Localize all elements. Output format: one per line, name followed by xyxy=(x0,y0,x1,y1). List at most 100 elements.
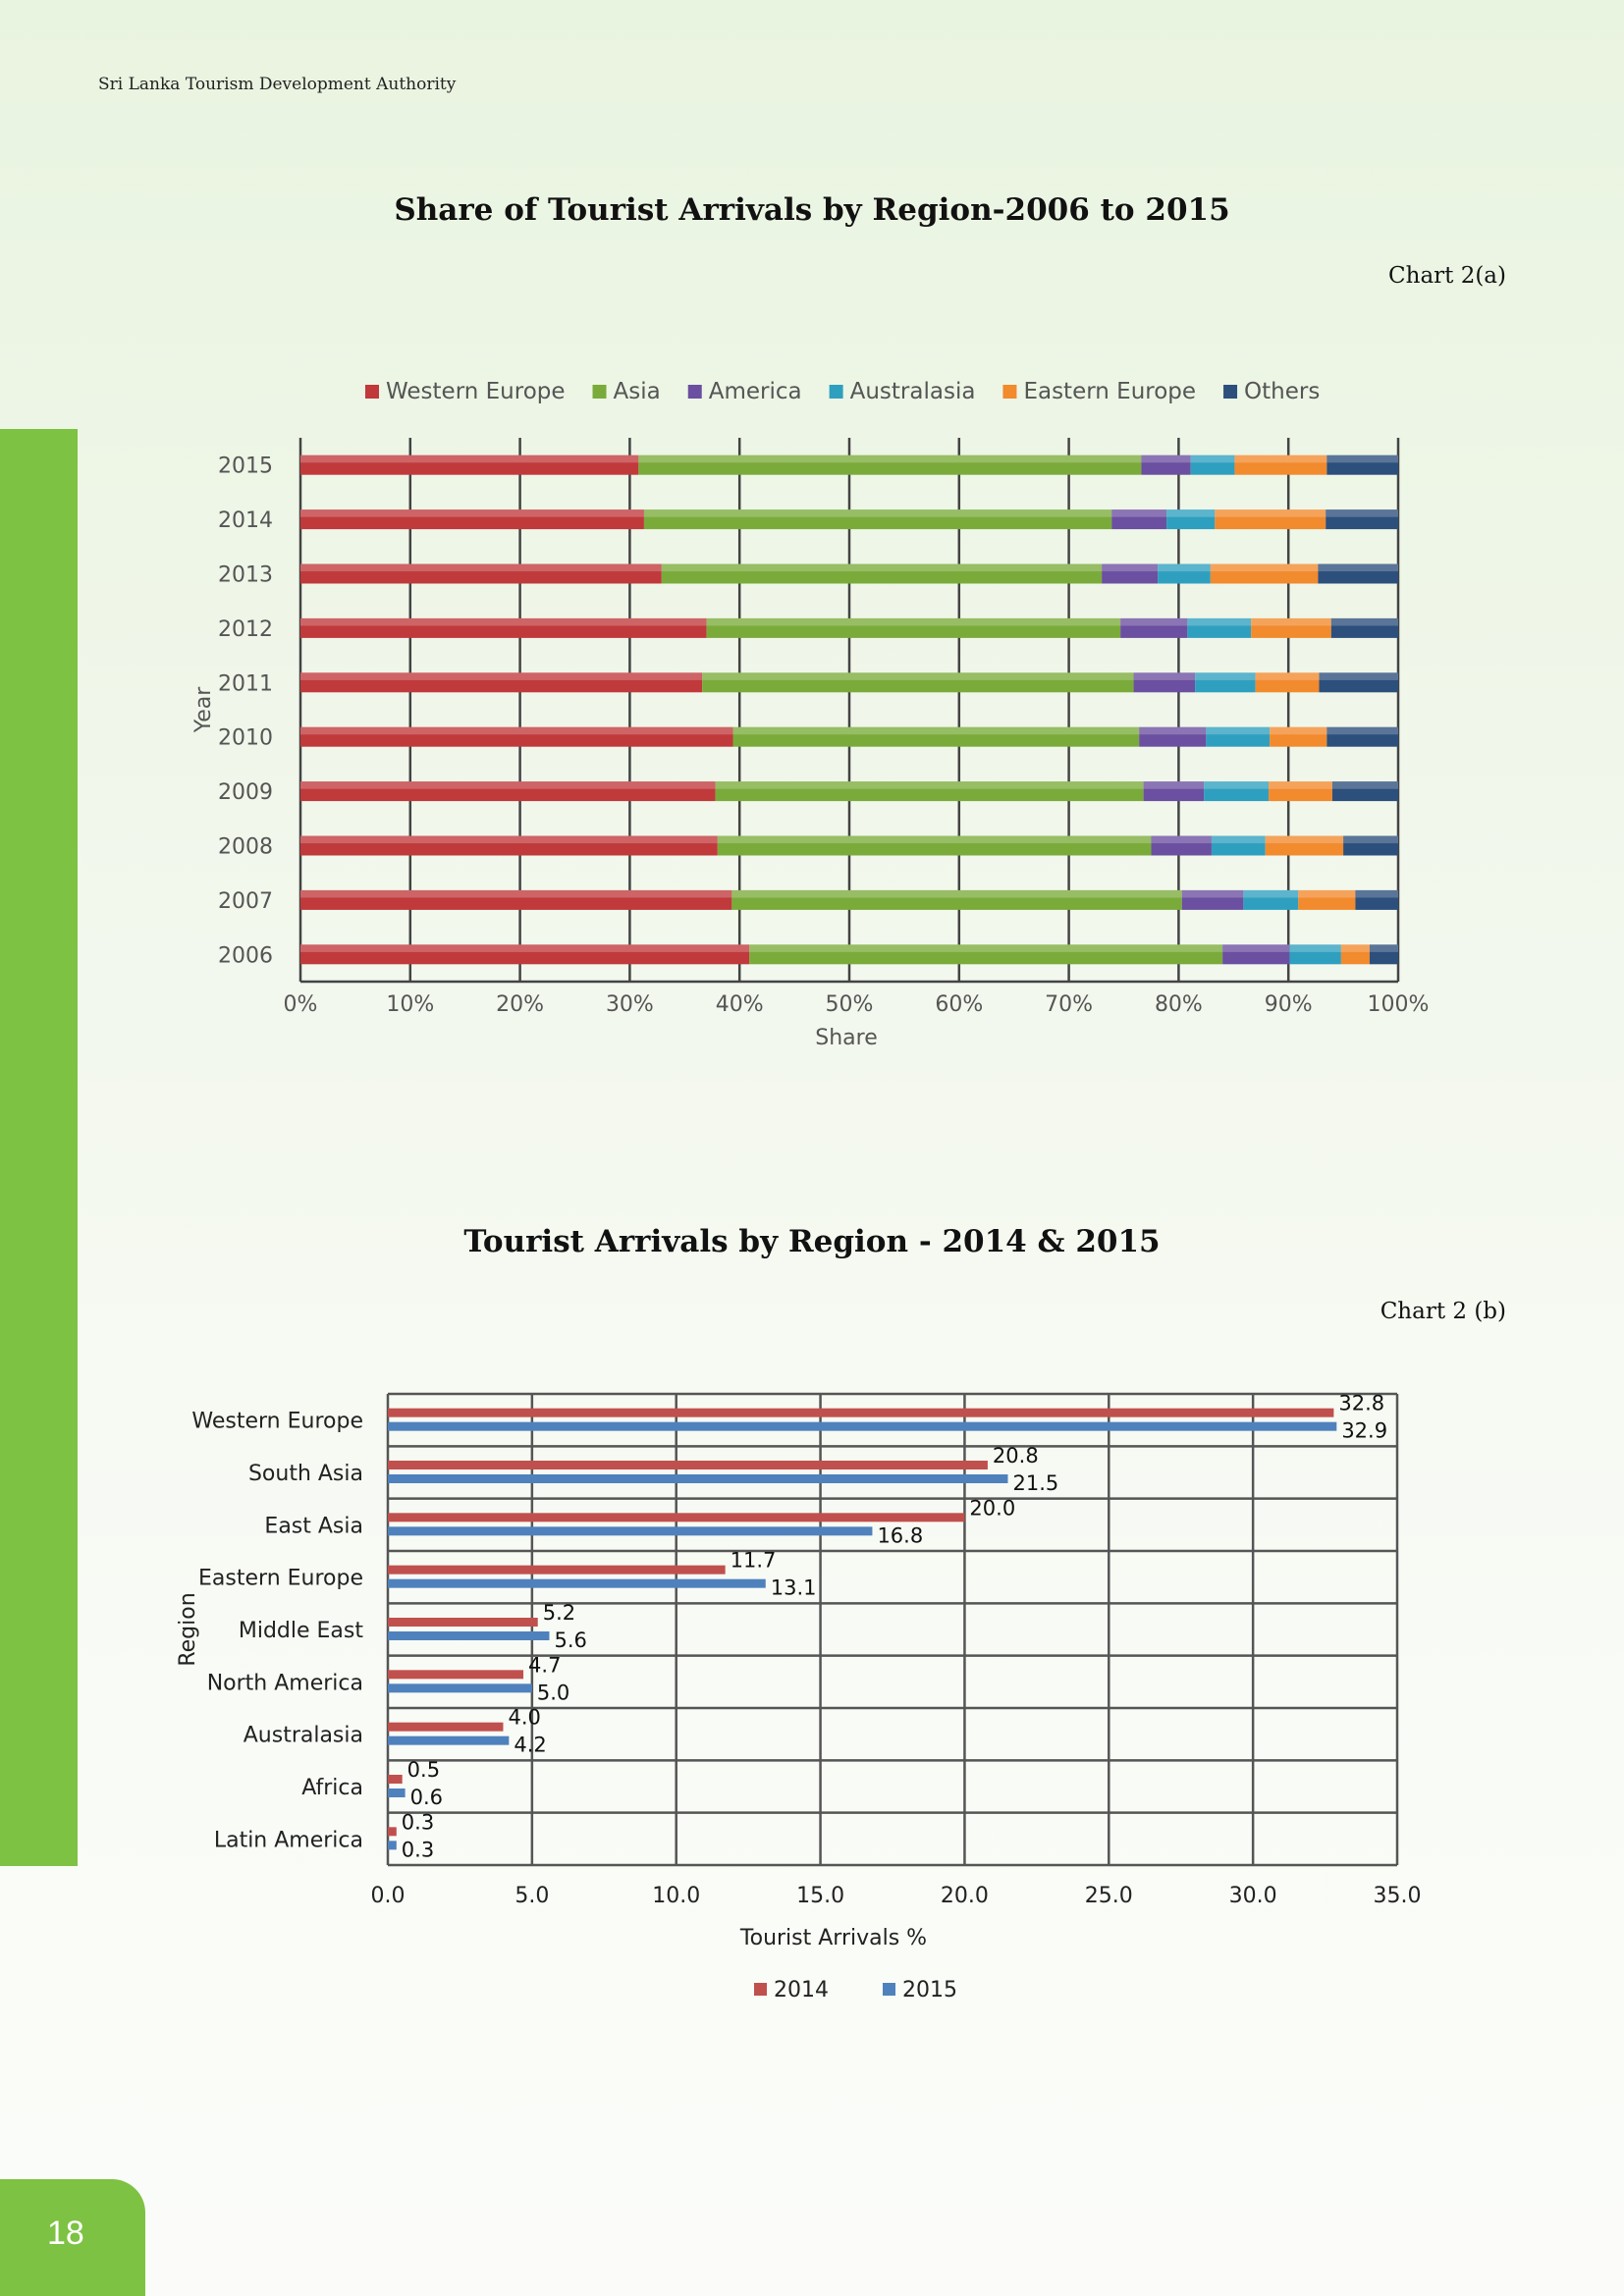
chart-b-grouped-bar: 0.0 5.0 10.0 15.0 20.0 25.0 30.0 35.0 Western Eu… xyxy=(176,1392,1421,2002)
bar-segment-highlight xyxy=(1326,726,1398,735)
y-axis-title: Region xyxy=(176,1592,200,1666)
x-axis-title: Share xyxy=(815,1026,878,1050)
bar-segment xyxy=(638,454,1142,475)
data-label: 0.3 xyxy=(402,1838,434,1861)
x-tick-label: 100% xyxy=(1368,992,1430,1017)
data-label: 5.6 xyxy=(554,1629,586,1652)
bar-segment-highlight xyxy=(1255,672,1320,680)
bar-segment-highlight xyxy=(1102,563,1159,572)
y-tick-label: 2008 xyxy=(218,835,273,860)
bar-segment-highlight xyxy=(1326,454,1398,463)
bar-2014 xyxy=(388,1670,524,1680)
x-tick-label: 20% xyxy=(496,992,544,1017)
y-tick-label: Western Europe xyxy=(191,1410,363,1434)
bar-segment xyxy=(1151,835,1212,856)
data-label: 4.0 xyxy=(508,1706,540,1730)
bar-segment-highlight xyxy=(732,726,1140,735)
bar-segment xyxy=(300,617,707,638)
bar-2015 xyxy=(388,1526,873,1536)
bar-segment-highlight xyxy=(1158,563,1211,572)
bar-segment xyxy=(1243,889,1299,910)
x-tick-label: 25.0 xyxy=(1085,1884,1133,1908)
y-tick-label: 2012 xyxy=(218,617,273,642)
bar-segment-highlight xyxy=(1234,454,1327,463)
y-tick-label: East Asia xyxy=(264,1514,363,1538)
bar-segment-highlight xyxy=(1120,617,1188,626)
bar-segment-highlight xyxy=(300,672,703,680)
bar-2014 xyxy=(388,1513,965,1522)
data-label: 21.5 xyxy=(1012,1471,1058,1495)
y-tick-label: 2010 xyxy=(218,726,273,751)
bar-segment xyxy=(1141,454,1191,475)
bar-segment xyxy=(717,835,1152,856)
legend-swatch xyxy=(754,1983,767,1996)
bar-2014 xyxy=(388,1775,403,1784)
legend-label: 2015 xyxy=(902,1978,957,2002)
bar-segment-highlight xyxy=(300,454,639,463)
bar-segment xyxy=(706,617,1121,638)
bar-segment-highlight xyxy=(1243,889,1299,898)
bar-segment xyxy=(300,835,718,856)
bar-2014 xyxy=(388,1408,1334,1417)
bar-segment-highlight xyxy=(1326,509,1398,517)
data-label: 32.9 xyxy=(1341,1419,1387,1443)
bar-segment xyxy=(1289,944,1341,965)
data-label: 0.3 xyxy=(402,1810,434,1834)
chart-a-stacked-bar: Western Europe Asia America Australasia East… xyxy=(191,379,1430,1050)
bar-segment-highlight xyxy=(1204,781,1270,789)
bar-segment xyxy=(1133,672,1196,693)
data-label: 13.1 xyxy=(771,1576,817,1600)
y-tick-label: Middle East xyxy=(239,1619,364,1643)
bar-segment xyxy=(300,944,750,965)
legend-label: Australasia xyxy=(850,379,976,404)
bar-segment-highlight xyxy=(1195,672,1256,680)
y-tick-label: 2011 xyxy=(218,671,273,696)
y-tick-label: Africa xyxy=(301,1776,363,1800)
bar-segment xyxy=(300,726,733,747)
bar-segment xyxy=(1330,617,1398,638)
x-tick-label: 60% xyxy=(935,992,983,1017)
bar-segment xyxy=(732,726,1140,747)
bar-segment xyxy=(1343,835,1398,856)
data-label: 0.6 xyxy=(410,1786,443,1809)
x-tick-label: 10.0 xyxy=(652,1884,700,1908)
bar-segment xyxy=(1355,889,1398,910)
bar-2014 xyxy=(388,1722,504,1732)
bar-segment xyxy=(715,781,1144,802)
bar-segment xyxy=(1265,835,1344,856)
y-tick-label: 2009 xyxy=(218,780,273,805)
bar-segment-highlight xyxy=(1343,835,1398,844)
y-tick-label: South Asia xyxy=(248,1462,363,1486)
bar-segment-highlight xyxy=(1270,726,1327,735)
bar-2014 xyxy=(388,1827,397,1837)
legend-label: Eastern Europe xyxy=(1023,379,1196,404)
bar-segment xyxy=(1158,563,1211,584)
data-label: 5.2 xyxy=(543,1601,575,1625)
data-label: 11.7 xyxy=(731,1549,777,1573)
bar-segment xyxy=(1326,454,1398,475)
chart-b-title: Tourist Arrivals by Region - 2014 & 2015 xyxy=(463,1224,1161,1259)
bar-segment-highlight xyxy=(300,726,733,735)
chart-a-title: Share of Tourist Arrivals by Region-2006… xyxy=(394,192,1230,228)
bar-2015 xyxy=(388,1683,532,1693)
bar-segment xyxy=(1204,781,1270,802)
bar-segment-highlight xyxy=(717,835,1152,844)
bar-segment xyxy=(1206,726,1271,747)
data-label: 5.0 xyxy=(537,1681,569,1704)
bar-segment-highlight xyxy=(1190,454,1235,463)
bar-segment xyxy=(1331,781,1398,802)
bar-segment-highlight xyxy=(643,509,1112,517)
bar-segment xyxy=(300,563,662,584)
y-tick-label: 2006 xyxy=(218,943,273,968)
chart-a-reference: Chart 2(a) xyxy=(1388,263,1506,289)
bar-segment-highlight xyxy=(300,781,716,789)
y-axis-title: Year xyxy=(191,686,216,734)
bar-2015 xyxy=(388,1631,550,1640)
bar-segment-highlight xyxy=(1330,617,1398,626)
bar-segment xyxy=(702,672,1134,693)
y-tick-label: 2013 xyxy=(218,563,273,588)
bar-segment xyxy=(1340,944,1370,965)
data-label: 20.8 xyxy=(993,1444,1039,1468)
data-label: 32.8 xyxy=(1338,1392,1384,1415)
y-tick-label: Eastern Europe xyxy=(198,1567,363,1591)
